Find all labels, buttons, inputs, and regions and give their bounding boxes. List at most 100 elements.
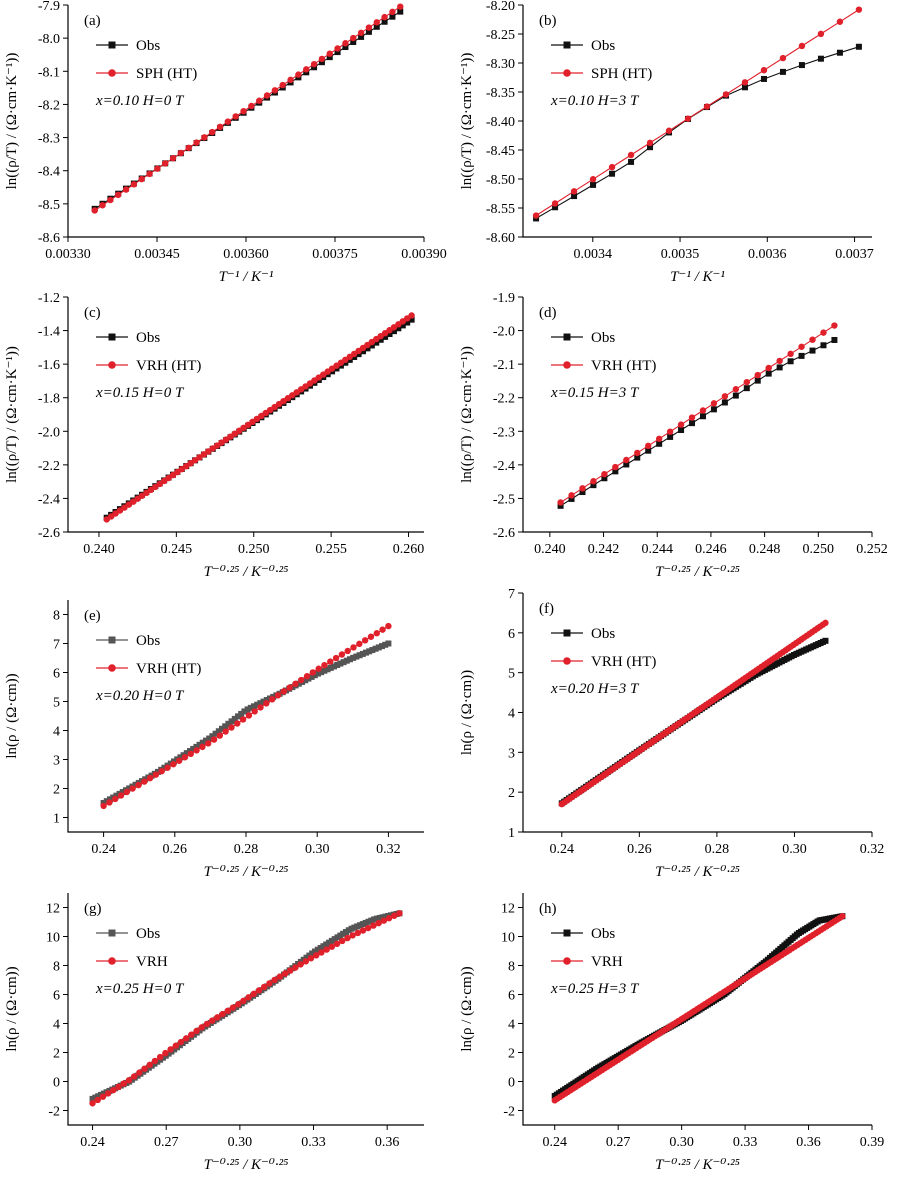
data-point [146, 774, 154, 782]
axes-frame [522, 5, 872, 238]
x-tick-label: 0.24 [91, 842, 116, 857]
data-point [365, 924, 372, 932]
data-point [798, 352, 805, 359]
data-point [344, 647, 351, 655]
data-point [193, 747, 200, 754]
data-point [579, 485, 586, 492]
data-point [798, 343, 805, 350]
data-point [155, 768, 161, 775]
data-point [390, 328, 397, 335]
y-tick-label: -1.8 [38, 392, 60, 407]
data-point [375, 644, 382, 651]
legend-label: VRH (HT) [136, 661, 201, 677]
y-axis-label: ln((ρ/T) / (Ω·cm·K⁻¹)) [459, 346, 475, 483]
data-point [323, 946, 330, 953]
condition-annotation: x=0.10 H=3 T [550, 93, 640, 109]
data-point [356, 652, 363, 659]
legend-label: SPH (HT) [591, 66, 652, 82]
y-tick-label: -8.40 [486, 115, 515, 130]
y-axis-label: ln(ρ / (Ω·cm)) [4, 673, 20, 758]
x-axis-label: T⁻⁰·²⁵ / K⁻⁰·²⁵ [655, 864, 740, 880]
axes-frame [67, 600, 424, 833]
data-point [123, 788, 131, 796]
y-tick-label: 4 [508, 1018, 515, 1033]
y-tick-label: 5 [53, 696, 60, 711]
data-point [126, 785, 133, 792]
x-tick-label: 0.27 [154, 1135, 179, 1150]
data-point [372, 645, 379, 652]
y-tick-label: -8.35 [486, 86, 515, 101]
data-point [324, 666, 331, 673]
data-point [634, 449, 641, 457]
data-point [177, 754, 184, 761]
x-tick-label: 0.244 [641, 542, 673, 557]
data-point [231, 715, 238, 722]
data-point [187, 750, 194, 758]
data-point [798, 62, 805, 69]
legend-marker [108, 333, 116, 341]
x-tick-label: 0.36 [796, 1135, 821, 1150]
legend-entry: VRH (HT) [551, 654, 656, 670]
x-tick-label: 0.0036 [748, 247, 787, 262]
data-point [94, 1096, 101, 1104]
legend-entry: Obs [551, 330, 615, 346]
series-obs [533, 43, 862, 222]
data-point [257, 704, 264, 711]
data-point [247, 704, 254, 711]
data-point [146, 1061, 153, 1068]
data-point [831, 336, 838, 343]
data-point [245, 994, 252, 1001]
legend-entry: Obs [96, 38, 160, 54]
x-tick-label: 0.33 [301, 1135, 326, 1150]
y-tick-label: 4 [53, 1018, 60, 1033]
data-point [222, 728, 229, 735]
y-tick-label: 1 [53, 812, 60, 827]
data-point [350, 34, 357, 42]
y-tick-label: 3 [508, 746, 515, 761]
x-tick-label: 0.00390 [401, 247, 447, 262]
data-point [136, 1069, 143, 1076]
y-tick-label: 0 [508, 1076, 515, 1091]
legend-marker [563, 657, 571, 665]
data-point [146, 170, 153, 178]
data-point [338, 651, 346, 658]
data-point [379, 643, 385, 650]
x-axis-label: T⁻¹ / K⁻¹ [219, 269, 274, 285]
data-point [353, 653, 360, 660]
data-point [373, 339, 380, 346]
data-point [365, 24, 373, 31]
series-line [535, 9, 860, 216]
legend-label: Obs [591, 626, 615, 642]
data-point [152, 771, 160, 778]
x-tick-label: 0.24 [550, 842, 575, 857]
data-point [170, 761, 177, 768]
legend-label: Obs [136, 330, 160, 346]
data-point [198, 1024, 205, 1031]
data-point [244, 706, 251, 713]
data-point [307, 955, 315, 962]
data-point [628, 158, 635, 165]
data-point [287, 967, 294, 974]
x-tick-label: 0.32 [860, 842, 885, 857]
y-tick-label: 2 [508, 786, 515, 801]
panel-c: 0.240 0.245 0.250 0.255 0.260 -2.6 -2.4 -2.2 -2.… [4, 291, 424, 580]
data-point [276, 973, 284, 980]
data-point [203, 737, 209, 744]
y-tick-label: 8 [53, 609, 60, 624]
y-tick-label: -8.55 [486, 202, 515, 217]
y-tick-label: -8.6 [38, 231, 60, 246]
data-point [333, 940, 341, 948]
panel-tag: (e) [84, 608, 101, 624]
data-point [363, 649, 369, 656]
y-tick-label: 10 [501, 931, 515, 946]
data-point [201, 134, 208, 141]
data-point [366, 648, 373, 655]
data-point [100, 802, 107, 810]
data-point [172, 1042, 179, 1049]
data-point [318, 949, 325, 956]
data-point [343, 657, 350, 664]
data-point [205, 740, 212, 747]
data-point [557, 499, 564, 506]
x-tick-label: 0.36 [375, 1135, 400, 1150]
condition-annotation: x=0.10 H=0 T [95, 93, 185, 109]
